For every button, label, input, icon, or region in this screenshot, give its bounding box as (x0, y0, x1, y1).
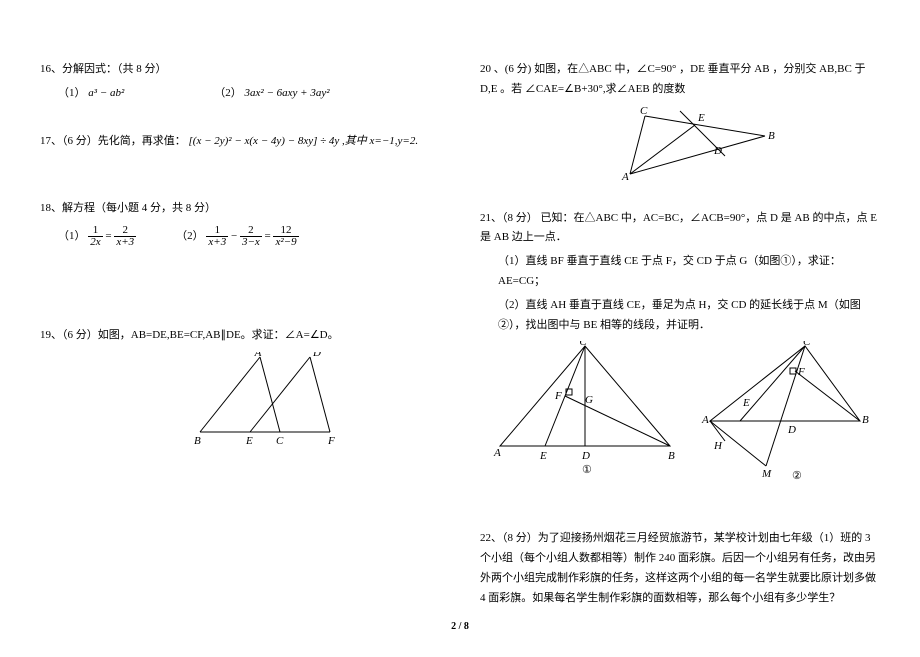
p21-line2: （2）直线 AH 垂直于直线 CE，垂足为点 H，交 CD 的延长线于点 M（如… (498, 296, 880, 336)
svg-text:D: D (787, 424, 796, 436)
svg-text:B: B (768, 130, 775, 142)
svg-text:C: C (640, 106, 648, 117)
p20-title: 20 、(6 分) 如图，在△ABC 中，∠C=90° ，DE 垂直平分 AB … (480, 60, 880, 100)
right-column: 20 、(6 分) 如图，在△ABC 中，∠C=90° ，DE 垂直平分 AB … (480, 60, 880, 637)
svg-text:F: F (327, 435, 335, 447)
svg-text:②: ② (792, 470, 802, 481)
problem-21: 21、（8 分） 已知：在△ABC 中，AC=BC，∠ACB=90°，点 D 是… (480, 209, 880, 482)
svg-text:H: H (713, 440, 723, 452)
p19-title: 19、（6 分）如图，AB=DE,BE=CF,AB∥DE。求证：∠A=∠D。 (40, 326, 440, 346)
svg-text:①: ① (582, 464, 592, 476)
p21-figures: C F G A E D B ① (480, 341, 880, 481)
p16-sub2: （2） 3ax² − 6axy + 3ay² (214, 84, 329, 104)
problem-22: 22、（8 分）为了迎接扬州烟花三月经贸旅游节，某学校计划由七年级（1）班的 3… (480, 529, 880, 608)
svg-text:D: D (581, 450, 590, 462)
svg-text:A: A (621, 171, 629, 181)
triangle-diagram-21b: C F E A D B H M ② (700, 341, 870, 481)
p17-expr: [(x − 2y)² − x(x − 4y) − 8xy] ÷ 4y ,其中 x… (189, 135, 419, 147)
svg-text:C: C (579, 341, 587, 348)
p19-figure: A D B E C F (180, 352, 440, 447)
left-column: 16、分解因式：（共 8 分） （1） a³ − ab² （2） 3ax² − … (40, 60, 440, 637)
svg-text:D: D (713, 145, 722, 157)
p17-title: 17、（6 分）先化简，再求值： (40, 135, 186, 147)
svg-text:A: A (254, 352, 262, 359)
svg-text:B: B (668, 450, 675, 462)
svg-text:C: C (803, 341, 811, 348)
svg-text:E: E (697, 112, 705, 124)
svg-text:C: C (276, 435, 284, 447)
triangle-diagram-20: C E B D A (610, 106, 780, 181)
p18-sub1: （1） 12x = 2x+3 (58, 225, 136, 248)
problem-20: 20 、(6 分) 如图，在△ABC 中，∠C=90° ，DE 垂直平分 AB … (480, 60, 880, 181)
svg-text:B: B (862, 414, 869, 426)
problem-16: 16、分解因式：（共 8 分） （1） a³ − ab² （2） 3ax² − … (40, 60, 440, 104)
svg-text:A: A (493, 447, 501, 459)
p18-title: 18、解方程（每小题 4 分，共 8 分） (40, 199, 440, 219)
svg-text:G: G (585, 394, 593, 406)
svg-text:A: A (701, 414, 709, 426)
svg-text:F: F (554, 390, 562, 402)
svg-text:E: E (742, 397, 750, 409)
problem-18: 18、解方程（每小题 4 分，共 8 分） （1） 12x = 2x+3 （2）… (40, 199, 440, 248)
problem-19: 19、（6 分）如图，AB=DE,BE=CF,AB∥DE。求证：∠A=∠D。 A… (40, 326, 440, 447)
svg-text:B: B (194, 435, 201, 447)
p16-sub1: （1） a³ − ab² (58, 84, 124, 104)
p18-sub2: （2） 1x+3 − 23−x = 12x²−9 (176, 225, 298, 248)
p22-title: 22、（8 分）为了迎接扬州烟花三月经贸旅游节，某学校计划由七年级（1）班的 3… (480, 529, 880, 608)
p21-line1: （1）直线 BF 垂直于直线 CE 于点 F，交 CD 于点 G（如图①），求证… (498, 252, 880, 292)
svg-text:E: E (539, 450, 547, 462)
page-footer: 2 / 8 (0, 621, 920, 632)
svg-text:D: D (312, 352, 321, 359)
problem-17: 17、（6 分）先化简，再求值： [(x − 2y)² − x(x − 4y) … (40, 132, 440, 152)
svg-text:M: M (761, 468, 772, 480)
svg-text:E: E (245, 435, 253, 447)
p20-figure: C E B D A (610, 106, 880, 181)
svg-text:F: F (797, 366, 805, 378)
p21-title: 21、（8 分） 已知：在△ABC 中，AC=BC，∠ACB=90°，点 D 是… (480, 209, 880, 249)
triangle-diagram-19: A D B E C F (180, 352, 350, 447)
problem-16-title: 16、分解因式：（共 8 分） (40, 60, 440, 80)
triangle-diagram-21a: C F G A E D B ① (490, 341, 680, 476)
